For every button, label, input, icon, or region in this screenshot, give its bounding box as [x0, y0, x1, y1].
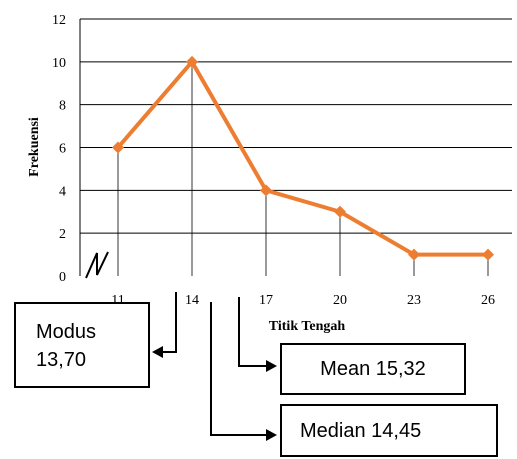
data-point-marker: [482, 248, 494, 261]
modus-label: Modus: [36, 321, 97, 343]
data-point-marker: [334, 205, 346, 218]
y-tick-label: 6: [59, 142, 66, 157]
mean-arrow: [238, 297, 268, 367]
y-tick-label: 8: [59, 99, 66, 114]
mean-arrowhead: [266, 360, 277, 372]
mean-text: Mean 15,32: [320, 358, 426, 380]
median-arrow: [210, 302, 268, 436]
data-point-marker: [186, 55, 198, 68]
data-point-marker: [260, 184, 272, 197]
y-tick-label: 4: [59, 184, 66, 199]
x-tick-label: 20: [333, 293, 347, 308]
x-tick-label: 23: [407, 293, 421, 308]
axis-break-icon: [85, 251, 109, 279]
mean-box: Mean 15,32: [280, 343, 466, 395]
y-tick-labels: 0 2 4 6 8 10 12: [52, 13, 66, 285]
grid-lines: [80, 18, 512, 234]
annotation-arrowheads: [152, 346, 277, 441]
x-tick-label: 17: [259, 293, 273, 308]
median-text: Median 14,45: [300, 420, 422, 442]
x-tick-label: 26: [481, 293, 495, 308]
x-tick-label: 14: [185, 293, 199, 308]
drop-lines: [117, 61, 489, 276]
data-markers: [112, 55, 494, 261]
y-axis-title: Frekuensi: [27, 117, 42, 177]
x-tick-labels: 11 14 17 20 23 26: [111, 293, 495, 308]
median-arrowhead: [266, 429, 277, 441]
y-tick-label: 0: [59, 270, 66, 285]
y-tick-label: 2: [59, 227, 66, 242]
annotation-arrows: [160, 292, 268, 436]
median-box: Median 14,45: [280, 404, 498, 457]
y-tick-label: 10: [52, 56, 66, 71]
data-point-marker: [408, 248, 420, 261]
modus-arrow: [160, 292, 177, 353]
modus-arrowhead: [152, 346, 163, 358]
data-point-marker: [112, 141, 124, 154]
y-tick-label: 12: [52, 13, 66, 28]
x-axis-title: Titik Tengah: [269, 319, 346, 334]
series-line: [116, 59, 488, 257]
modus-value: 13,70: [36, 349, 87, 371]
modus-box: Modus 13,70: [14, 302, 150, 388]
